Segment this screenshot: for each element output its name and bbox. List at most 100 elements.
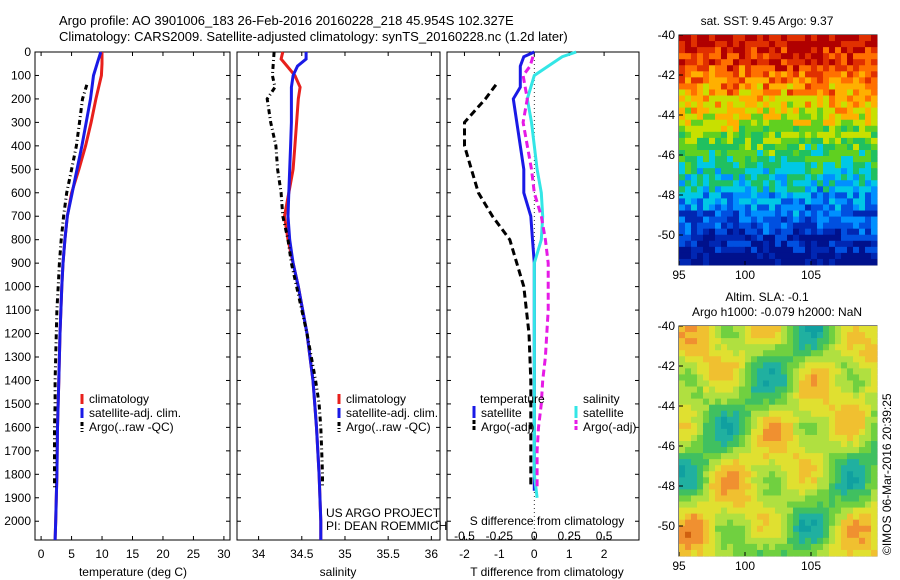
- x-tick-label: 0: [531, 547, 538, 561]
- map-cell: [715, 234, 722, 242]
- map-cell: [739, 137, 746, 145]
- map-cell: [703, 519, 710, 527]
- map-cell: [769, 53, 776, 60]
- map-cell: [841, 368, 848, 375]
- map-cell: [793, 495, 800, 502]
- map-cell: [865, 113, 872, 121]
- map-cell: [847, 513, 854, 521]
- map-cell: [751, 362, 758, 369]
- map-cell: [787, 198, 794, 205]
- map-cell: [727, 507, 734, 515]
- map-cell: [727, 471, 734, 478]
- map-cell: [853, 489, 860, 496]
- map-cell: [709, 65, 716, 72]
- map-cell: [871, 131, 878, 139]
- map-cell: [853, 350, 860, 357]
- map-cell: [811, 507, 818, 515]
- map-cell: [787, 59, 794, 66]
- map-cell: [823, 356, 830, 363]
- map-cell: [769, 507, 776, 515]
- map-cell: [859, 453, 866, 460]
- map-cell: [685, 398, 692, 406]
- map-cell: [697, 380, 704, 387]
- map-cell: [787, 459, 794, 466]
- map-cell: [727, 344, 734, 351]
- map-cell: [829, 332, 836, 339]
- map-cell: [691, 386, 698, 393]
- map-cell: [727, 453, 734, 460]
- map-cell: [733, 531, 740, 539]
- map-cell: [679, 83, 686, 90]
- map-cell: [763, 59, 770, 66]
- map-cell: [865, 447, 872, 454]
- map-cell: [853, 537, 860, 545]
- map-cell: [823, 168, 830, 175]
- map-cell: [685, 252, 692, 260]
- difference-chart: -2 -1 0 1 2-0.5 -0.25 0 0.25 0.5: [447, 50, 639, 561]
- map-cell: [739, 240, 746, 248]
- map-cell: [733, 53, 740, 60]
- map-cell: [775, 143, 782, 151]
- map-cell: [733, 422, 740, 430]
- map-cell: [811, 216, 818, 224]
- map-cell: [691, 89, 698, 96]
- map-cell: [817, 362, 824, 369]
- map-cell: [799, 434, 806, 442]
- map-cell: [703, 350, 710, 357]
- map-cell: [853, 198, 860, 205]
- map-cell: [829, 47, 836, 54]
- series-line-salinity-argo-adj-: [521, 56, 550, 489]
- map-cell: [679, 447, 686, 454]
- map-cell: [751, 246, 758, 254]
- map-cell: [835, 477, 842, 484]
- map-cell: [703, 198, 710, 205]
- map-cell: [847, 416, 854, 424]
- map-cell: [829, 416, 836, 424]
- map-cell: [745, 101, 752, 109]
- map-cell: [715, 344, 722, 351]
- map-cell: [727, 350, 734, 357]
- map-cell: [769, 453, 776, 460]
- map-cell: [871, 326, 878, 333]
- map-cell: [799, 374, 806, 381]
- map-cell: [823, 338, 830, 345]
- map-cell: [841, 174, 848, 181]
- map-cell: [841, 386, 848, 393]
- map-cell: [811, 258, 818, 266]
- map-cell: [847, 525, 854, 533]
- map-cell: [829, 465, 836, 472]
- map-cell: [847, 228, 854, 236]
- map-cell: [847, 332, 854, 339]
- y-tick-label: 1000: [4, 280, 31, 294]
- map-cell: [697, 459, 704, 466]
- x-tick-label: 1: [566, 547, 573, 561]
- map-cell: [721, 71, 728, 78]
- map-cell: [727, 362, 734, 369]
- map-cell: [799, 107, 806, 115]
- header-titles: Argo profile: AO 3901006_183 26-Feb-2016…: [59, 13, 568, 44]
- map-cell: [787, 240, 794, 248]
- map-cell: [715, 410, 722, 418]
- map-cell: [745, 531, 752, 539]
- map-cell: [685, 246, 692, 254]
- map-cell: [823, 131, 830, 139]
- map-cell: [727, 95, 734, 102]
- map-cell: [757, 113, 764, 121]
- map-cell: [811, 240, 818, 248]
- map-cell: [775, 471, 782, 478]
- map-cell: [757, 519, 764, 527]
- map-cell: [817, 489, 824, 496]
- map-cell: [871, 338, 878, 345]
- map-cell: [811, 422, 818, 430]
- map-cell: [853, 107, 860, 115]
- map-cell: [847, 489, 854, 496]
- map-cell: [757, 465, 764, 472]
- map-cell: [715, 428, 722, 436]
- map-cell: [835, 137, 842, 145]
- map-cell: [757, 549, 764, 557]
- map-cell: [781, 531, 788, 539]
- map-cell: [829, 234, 836, 242]
- salinity-legend: climatology satellite-adj. clim. Argo(..…: [326, 392, 447, 533]
- map-cell: [865, 65, 872, 72]
- map-cell: [679, 459, 686, 466]
